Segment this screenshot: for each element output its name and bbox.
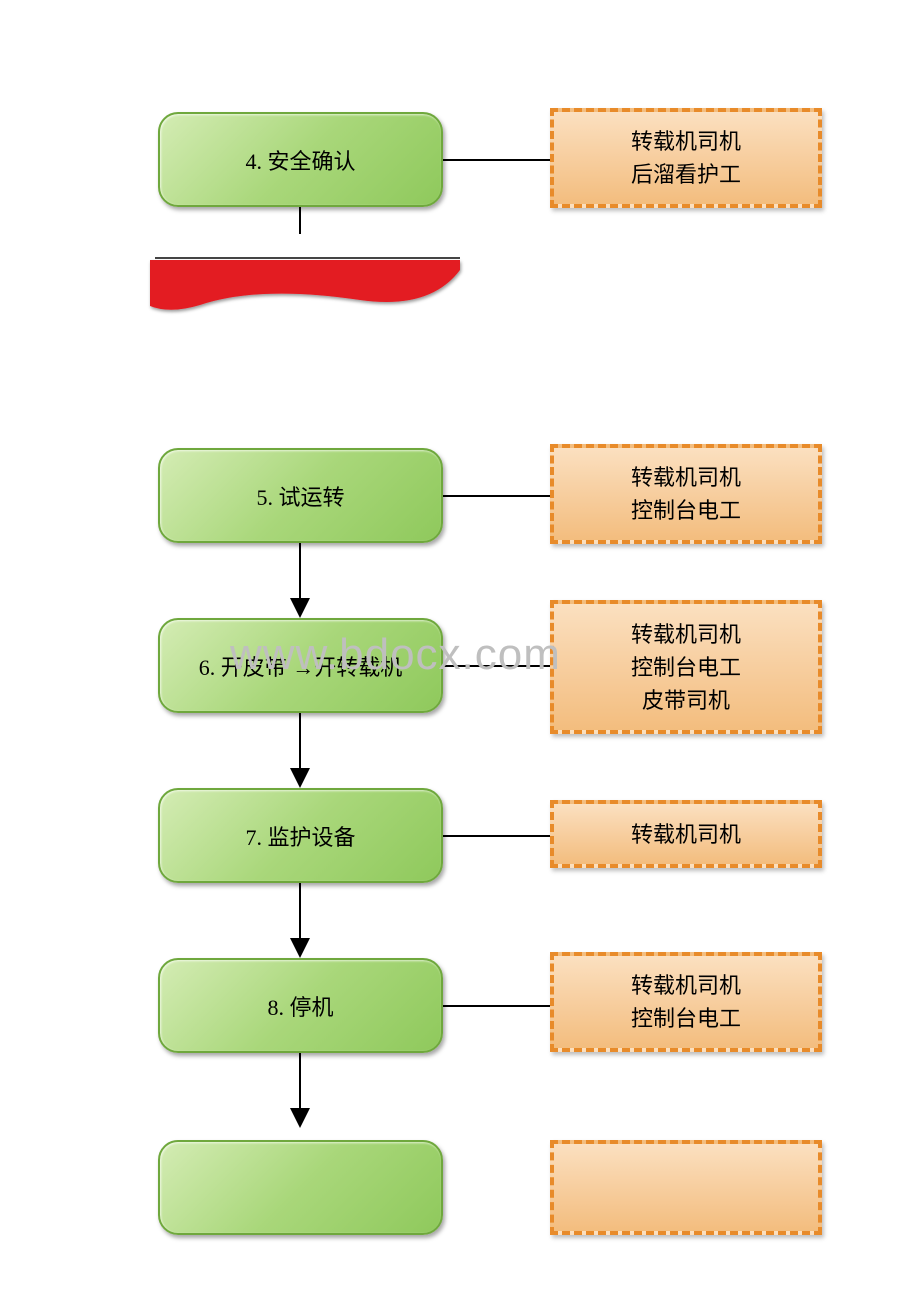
actor-line: 控制台电工 (631, 1002, 741, 1035)
process-step-7: 7. 监护设备 (158, 788, 443, 883)
actor-line: 转载机司机 (631, 461, 741, 494)
process-label: 7. 监护设备 (245, 820, 355, 852)
actor-step-6: 转载机司机 控制台电工 皮带司机 (550, 600, 822, 734)
process-step-5: 5. 试运转 (158, 448, 443, 543)
actor-line: 转载机司机 (631, 125, 741, 158)
actor-step-5: 转载机司机 控制台电工 (550, 444, 822, 544)
red-wave-shape (150, 260, 460, 310)
process-label: 8. 停机 (267, 990, 333, 1022)
actor-step-9-partial (550, 1140, 822, 1235)
actor-line: 转载机司机 (631, 818, 741, 851)
actor-line: 后溜看护工 (631, 158, 741, 191)
process-label: 4. 安全确认 (245, 144, 355, 176)
actor-line: 控制台电工 (631, 494, 741, 527)
actor-line: 控制台电工 (631, 651, 741, 684)
process-step-9-partial (158, 1140, 443, 1235)
actor-step-7: 转载机司机 (550, 800, 822, 868)
actor-line: 转载机司机 (631, 969, 741, 1002)
flowchart-canvas: 4. 安全确认 5. 试运转 6. 开皮带 →开转载机 7. 监护设备 8. 停… (0, 0, 920, 1302)
actor-step-4: 转载机司机 后溜看护工 (550, 108, 822, 208)
process-label: 5. 试运转 (256, 480, 344, 512)
actor-line: 皮带司机 (642, 684, 730, 717)
actor-step-8: 转载机司机 控制台电工 (550, 952, 822, 1052)
process-step-8: 8. 停机 (158, 958, 443, 1053)
process-label: 6. 开皮带 →开转载机 (199, 650, 403, 682)
process-step-4: 4. 安全确认 (158, 112, 443, 207)
process-step-6: 6. 开皮带 →开转载机 (158, 618, 443, 713)
actor-line: 转载机司机 (631, 618, 741, 651)
